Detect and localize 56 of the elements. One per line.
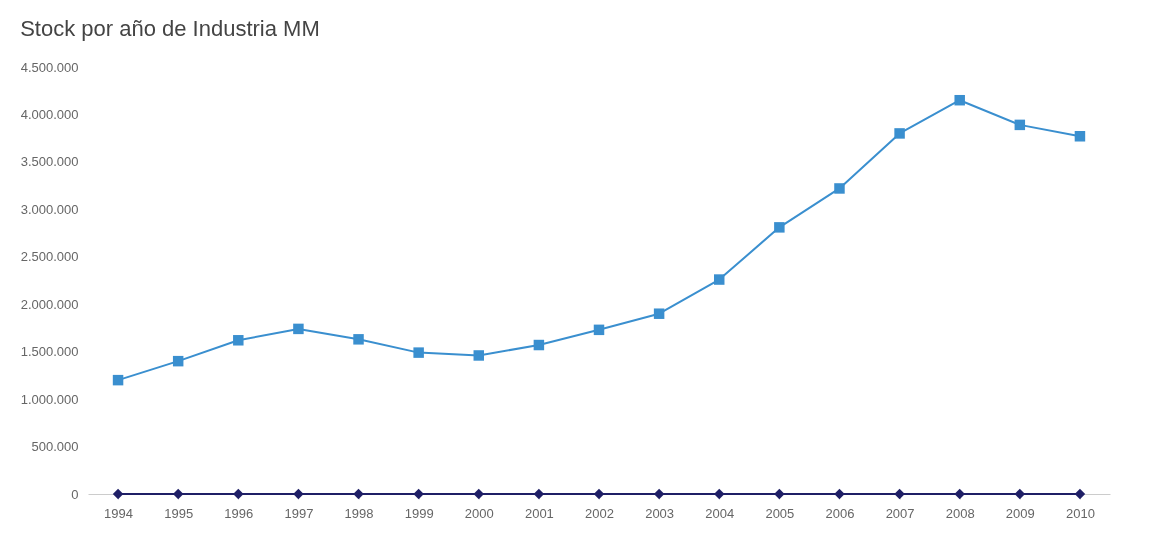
y-tick-label: 3.000.000 — [20, 201, 79, 217]
y-tick-label: 1.500.000 — [20, 344, 79, 360]
point — [834, 183, 845, 194]
chart-title: Stock por año de Industria MM — [20, 16, 320, 41]
point — [593, 324, 605, 336]
x-tick-label: 2003 — [645, 505, 675, 521]
y-tick-label: 0 — [71, 486, 79, 502]
x-tick-label: 2001 — [524, 505, 554, 521]
point — [112, 374, 124, 386]
point — [293, 488, 304, 500]
point — [1074, 488, 1086, 500]
point — [954, 488, 965, 500]
y-tick-label: 500.000 — [31, 439, 79, 455]
x-tick-label: 1997 — [284, 505, 314, 521]
point — [1074, 131, 1086, 142]
y-tick-label: 1.000.000 — [20, 391, 79, 407]
point — [293, 323, 304, 335]
point — [533, 339, 545, 351]
point — [112, 488, 124, 500]
x-tick-label: 1998 — [344, 505, 374, 521]
point — [774, 488, 785, 500]
point — [1014, 119, 1026, 131]
x-tick-label: 2010 — [1065, 505, 1095, 521]
y-tick-label: 2.000.000 — [20, 296, 79, 312]
x-tick-label: 1996 — [224, 505, 254, 521]
point — [473, 350, 485, 361]
point — [233, 488, 244, 500]
point — [894, 488, 905, 500]
x-tick-label: 2009 — [1005, 505, 1035, 521]
x-tick-label: 2002 — [585, 505, 614, 521]
point — [233, 335, 244, 346]
point — [954, 94, 965, 106]
y-tick-label: 3.500.000 — [20, 154, 79, 170]
x-tick-label: 1994 — [104, 505, 134, 521]
x-tick-label: 2004 — [705, 505, 735, 521]
y-tick-label: 4.500.000 — [20, 59, 79, 75]
point — [413, 347, 424, 358]
point — [353, 334, 364, 345]
point — [653, 308, 665, 319]
point — [413, 488, 424, 500]
x-tick-label: 1999 — [404, 505, 434, 521]
point — [894, 128, 905, 139]
x-tick-label: 2007 — [885, 505, 915, 521]
point — [834, 488, 845, 500]
point — [172, 355, 184, 367]
x-tick-label: 2005 — [765, 505, 795, 521]
y-tick-label: 4.000.000 — [20, 106, 79, 122]
point — [713, 274, 725, 285]
point — [774, 222, 785, 233]
point — [353, 488, 364, 500]
x-tick-label: 2008 — [945, 505, 975, 521]
x-tick-label: 1995 — [164, 505, 194, 521]
x-tick-label: 2006 — [825, 505, 855, 521]
x-tick-label: 2000 — [464, 505, 494, 521]
y-tick-label: 2.500.000 — [20, 249, 79, 265]
point — [593, 488, 605, 500]
